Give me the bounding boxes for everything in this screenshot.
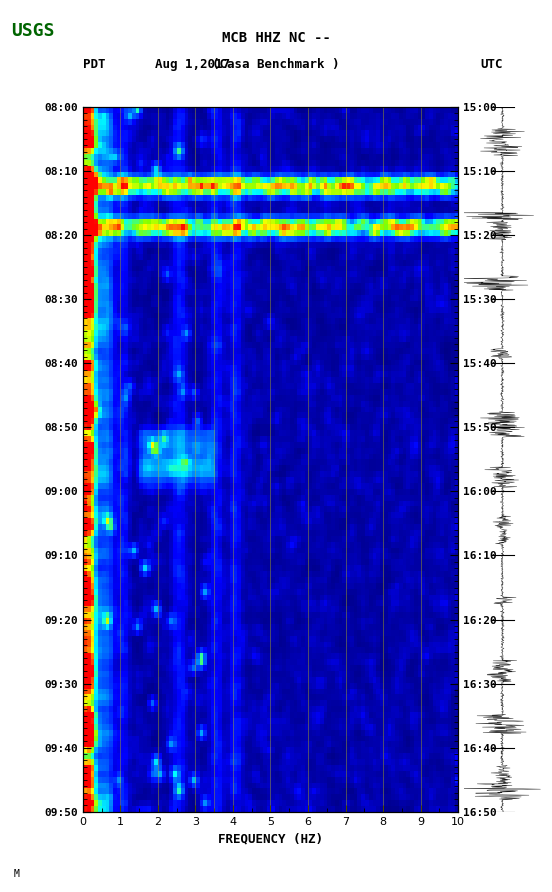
Text: MCB HHZ NC --: MCB HHZ NC -- xyxy=(221,31,331,45)
X-axis label: FREQUENCY (HZ): FREQUENCY (HZ) xyxy=(218,832,323,845)
Text: UTC: UTC xyxy=(480,58,503,71)
Text: PDT: PDT xyxy=(83,58,105,71)
Text: M: M xyxy=(14,869,20,880)
Text: Aug 1,2017: Aug 1,2017 xyxy=(155,58,230,71)
Text: (Casa Benchmark ): (Casa Benchmark ) xyxy=(213,58,339,71)
Text: USGS: USGS xyxy=(12,22,55,40)
